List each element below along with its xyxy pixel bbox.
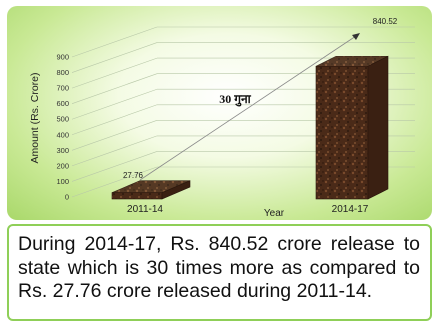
gridline-diag (71, 26, 158, 58)
bar-chart: 0 100 200 300 400 500 600 700 800 900 2011-14 2014… (29, 17, 415, 219)
y-axis-label: Amount (Rs. Crore) (29, 72, 41, 163)
y-tick-label: 800 (56, 68, 69, 77)
gridline-diag (71, 135, 158, 167)
y-tick-label: 700 (56, 84, 69, 93)
gridline-diag (71, 166, 158, 198)
data-label: 840.52 (373, 17, 398, 26)
y-tick-label: 900 (56, 53, 69, 62)
y-tick-labels: 0 100 200 300 400 500 600 700 800 900 (56, 53, 69, 202)
y-tick-label: 400 (56, 130, 69, 139)
y-tick-label: 300 (56, 146, 69, 155)
y-tick-label: 0 (65, 193, 69, 202)
y-tick-label: 500 (56, 115, 69, 124)
bar (111, 192, 163, 200)
data-label: 27.76 (123, 171, 144, 180)
gridline-diag (71, 42, 158, 73)
y-tick-label: 100 (56, 177, 69, 186)
gridline-diag (71, 88, 158, 120)
gridline-diag (71, 151, 158, 182)
gridline-diag (71, 73, 158, 104)
gridline-diag (71, 57, 158, 89)
caption-box: During 2014-17, Rs. 840.52 crore release… (7, 224, 432, 321)
bar-side-face (161, 180, 191, 200)
x-axis-label: Year (264, 208, 285, 219)
y-tick-label: 600 (56, 99, 69, 108)
gridline-diag (71, 104, 158, 136)
gridline-diag (71, 120, 158, 151)
trend-annotation: 30 गुना (219, 92, 251, 107)
trend-arrowhead (352, 33, 360, 40)
bars: 2011-14 2014-17 27.76 840.52 (111, 17, 398, 215)
bar-side-face (367, 55, 389, 200)
y-tick-label: 200 (56, 161, 69, 170)
x-tick-label: 2011-14 (127, 204, 163, 215)
x-tick-label: 2014-17 (332, 204, 369, 215)
caption-text: During 2014-17, Rs. 840.52 crore release… (18, 233, 420, 302)
trend-line (139, 35, 357, 181)
bar (315, 65, 369, 200)
